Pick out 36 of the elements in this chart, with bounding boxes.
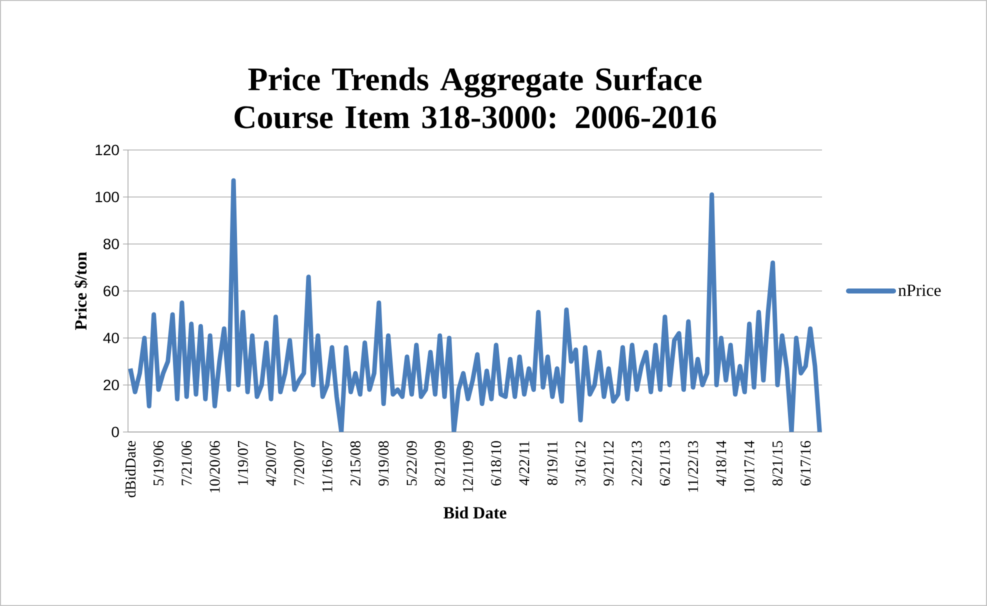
y-tick-label: 120 [96, 144, 119, 156]
x-tick-label: 8/19/11 [547, 441, 558, 486]
x-tick-label: 4/20/07 [266, 440, 276, 486]
x-tick-label: 4/22/11 [519, 441, 530, 486]
x-tick-label: 8/21/09 [434, 441, 445, 486]
x-tick-label: 9/21/12 [604, 441, 614, 486]
y-tick-label: 0 [112, 426, 119, 438]
x-tick-label: 12/11/09 [462, 441, 474, 492]
x-tick-label: 9/19/08 [378, 441, 389, 486]
legend-label: nPrice [898, 284, 941, 296]
x-tick-label: 3/16/12 [576, 441, 586, 486]
x-tick-label: 7/20/07 [294, 440, 304, 486]
y-tick-label: 100 [96, 192, 119, 202]
x-tick-label: 5/19/06 [153, 440, 164, 486]
y-tick-label: 80 [104, 238, 119, 250]
x-tick-label: 7/21/06 [182, 440, 192, 486]
x-tick-label: 11/22/13 [688, 441, 698, 492]
y-tick-label: 20 [104, 380, 119, 390]
x-tick-label: 1/19/07 [238, 440, 248, 485]
x-tick-label: 6/18/10 [491, 441, 502, 486]
x-tick-label: 4/18/14 [716, 440, 726, 486]
x-tick-label: 11/16/07 [322, 440, 332, 492]
x-tick-label: 5/22/09 [406, 441, 417, 486]
x-tick-label: 10/17/14 [744, 440, 754, 492]
x-tick-label: 8/21/15 [772, 441, 782, 486]
chart-title: Price Trends Aggregate Surface Course Item 318-3000: 2006-2016 [234, 67, 716, 128]
x-tick-label: dBidDate [125, 441, 136, 498]
x-axis-title: Bid Date [444, 506, 506, 519]
x-tick-label: 2/22/13 [632, 441, 642, 486]
y-tick-label: 60 [104, 286, 119, 296]
x-tick-label: 2/15/08 [350, 441, 360, 486]
y-tick-label: 40 [103, 332, 119, 344]
x-tick-label: 10/20/06 [210, 440, 220, 492]
y-axis-title: Price $/ton [74, 252, 88, 330]
x-tick-label: 6/17/16 [800, 440, 811, 486]
x-tick-label: 6/21/13 [660, 441, 670, 486]
